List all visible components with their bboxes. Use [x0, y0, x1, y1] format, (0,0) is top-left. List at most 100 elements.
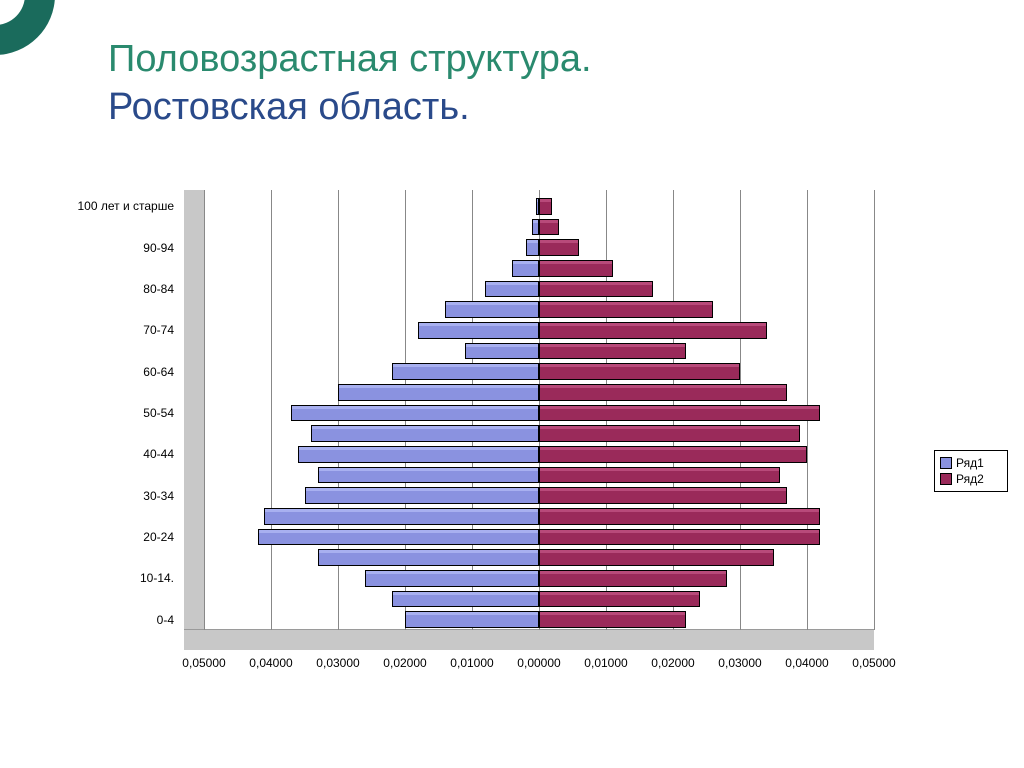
title-line-1: Половозрастная структура. [108, 38, 592, 80]
bar-row [204, 281, 874, 298]
bar-series1 [465, 343, 539, 360]
chart-floor [184, 629, 874, 650]
bar-series2 [539, 446, 807, 463]
bar-series1 [405, 611, 539, 628]
chart-left-wall [184, 190, 205, 630]
legend-item-2: Ряд2 [940, 471, 1002, 487]
bar-row [204, 260, 874, 277]
x-tick-label: 0,01000 [584, 656, 627, 670]
x-tick-label: 0,01000 [450, 656, 493, 670]
corner-decoration [0, 0, 120, 120]
y-tick-label: 0-4 [157, 613, 174, 627]
pyramid-chart: 0-410-14.20-2430-3440-4450-5460-6470-748… [64, 180, 964, 700]
x-tick-label: 0,05000 [182, 656, 225, 670]
bar-row [204, 239, 874, 256]
legend-swatch-1 [940, 457, 952, 469]
bar-row [204, 343, 874, 360]
bar-row [204, 570, 874, 587]
bar-series1 [264, 508, 539, 525]
bar-row [204, 363, 874, 380]
bar-series2 [539, 260, 613, 277]
bar-series1 [318, 467, 539, 484]
y-tick-label: 50-54 [143, 406, 174, 420]
chart-bars [204, 196, 874, 630]
bar-series2 [539, 529, 820, 546]
bar-series2 [539, 405, 820, 422]
bar-row [204, 467, 874, 484]
bar-row [204, 425, 874, 442]
bar-series1 [318, 549, 539, 566]
x-tick-label: 0,03000 [316, 656, 359, 670]
y-tick-label: 70-74 [143, 323, 174, 337]
bar-row [204, 591, 874, 608]
bar-series2 [539, 611, 686, 628]
title-line-2: Ростовская область. [108, 86, 470, 128]
bar-series2 [539, 198, 552, 215]
bar-row [204, 219, 874, 236]
bar-series2 [539, 219, 559, 236]
bar-row [204, 508, 874, 525]
bar-series1 [485, 281, 539, 298]
quarter-circle-icon [0, 0, 120, 120]
bar-series2 [539, 281, 653, 298]
x-tick-label: 0,04000 [249, 656, 292, 670]
bar-series1 [338, 384, 539, 401]
bar-row [204, 301, 874, 318]
bar-series1 [258, 529, 539, 546]
bar-series2 [539, 239, 579, 256]
bar-row [204, 446, 874, 463]
y-tick-label: 80-84 [143, 282, 174, 296]
bar-series2 [539, 487, 787, 504]
y-tick-label: 90-94 [143, 241, 174, 255]
bar-series2 [539, 425, 800, 442]
bar-series2 [539, 549, 774, 566]
bar-series2 [539, 508, 820, 525]
x-tick-label: 0,02000 [383, 656, 426, 670]
y-tick-label: 10-14. [140, 571, 174, 585]
legend-label-2: Ряд2 [956, 471, 984, 487]
x-tick-label: 0,02000 [651, 656, 694, 670]
bar-series1 [418, 322, 539, 339]
bar-row [204, 549, 874, 566]
bar-series1 [532, 219, 539, 236]
bar-series1 [291, 405, 539, 422]
legend-label-1: Ряд1 [956, 455, 984, 471]
bar-row [204, 487, 874, 504]
x-tick-label: 0,00000 [517, 656, 560, 670]
bar-series1 [298, 446, 539, 463]
x-tick-label: 0,03000 [718, 656, 761, 670]
bar-series1 [392, 591, 539, 608]
gridline [874, 190, 875, 630]
y-tick-label: 40-44 [143, 447, 174, 461]
bar-series1 [445, 301, 539, 318]
bar-series1 [365, 570, 539, 587]
slide-title: Половозрастная структура. Ростовская обл… [108, 36, 928, 131]
y-tick-label: 30-34 [143, 489, 174, 503]
bar-series2 [539, 363, 740, 380]
bar-series2 [539, 467, 780, 484]
y-tick-label: 20-24 [143, 530, 174, 544]
bar-series1 [305, 487, 540, 504]
bar-series1 [392, 363, 539, 380]
bar-row [204, 529, 874, 546]
bar-row [204, 611, 874, 628]
y-axis-labels: 0-410-14.20-2430-3440-4450-5460-6470-748… [64, 190, 180, 630]
chart-back-panel [184, 190, 874, 650]
bar-series2 [539, 343, 686, 360]
bar-series1 [512, 260, 539, 277]
slide: Половозрастная структура. Ростовская обл… [0, 0, 1024, 768]
bar-row [204, 384, 874, 401]
bar-series2 [539, 384, 787, 401]
legend: Ряд1 Ряд2 [934, 450, 1008, 492]
bar-series2 [539, 591, 700, 608]
bar-row [204, 322, 874, 339]
legend-item-1: Ряд1 [940, 455, 1002, 471]
y-tick-label: 100 лет и старше [77, 199, 174, 213]
bar-series2 [539, 301, 713, 318]
plot-area [184, 190, 874, 650]
bar-series1 [311, 425, 539, 442]
bar-row [204, 405, 874, 422]
x-tick-label: 0,04000 [785, 656, 828, 670]
bar-series2 [539, 570, 727, 587]
x-tick-label: 0,05000 [852, 656, 895, 670]
